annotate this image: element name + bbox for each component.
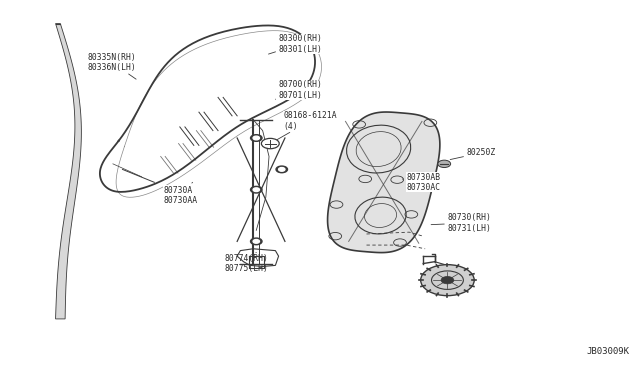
Text: 80250Z: 80250Z — [450, 148, 496, 160]
Text: 08168-6121A
(4): 08168-6121A (4) — [273, 111, 337, 142]
Circle shape — [250, 238, 262, 245]
Text: 80730AB
80730AC: 80730AB 80730AC — [403, 173, 440, 192]
Text: 80730(RH)
80731(LH): 80730(RH) 80731(LH) — [431, 213, 492, 232]
Polygon shape — [328, 112, 440, 253]
Circle shape — [441, 276, 454, 284]
Circle shape — [253, 240, 259, 243]
Circle shape — [438, 160, 451, 167]
Circle shape — [250, 186, 262, 193]
Text: 80300(RH)
80301(LH): 80300(RH) 80301(LH) — [269, 34, 323, 54]
Text: 80335N(RH)
80336N(LH): 80335N(RH) 80336N(LH) — [88, 52, 136, 79]
Text: 80730A
80730AA: 80730A 80730AA — [164, 182, 198, 205]
Circle shape — [253, 136, 259, 140]
Circle shape — [278, 167, 285, 171]
Circle shape — [420, 264, 474, 296]
Circle shape — [250, 135, 262, 141]
Text: 80700(RH)
80701(LH): 80700(RH) 80701(LH) — [275, 80, 323, 100]
Circle shape — [276, 166, 287, 173]
Circle shape — [253, 188, 259, 192]
Circle shape — [261, 138, 279, 149]
Text: 80774(RH)
80775(LH): 80774(RH) 80775(LH) — [225, 253, 268, 273]
Text: JB03009K: JB03009K — [586, 347, 629, 356]
Polygon shape — [56, 23, 81, 319]
